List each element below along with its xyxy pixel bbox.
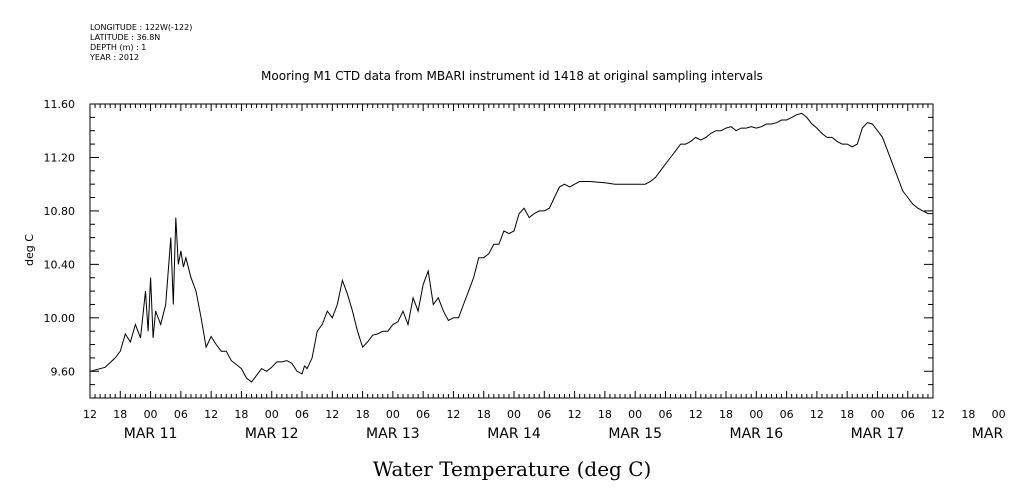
x-tick-label: 12 (931, 408, 945, 421)
x-axis-label: Water Temperature (deg C) (373, 457, 652, 481)
x-tick-label: 18 (598, 408, 612, 421)
y-tick-label: 10.80 (44, 205, 76, 218)
x-date-label: MAR 13 (366, 426, 420, 442)
depth-text: DEPTH (m) : 1 (90, 43, 146, 52)
x-tick-label: 12 (83, 408, 97, 421)
x-tick-label: 00 (749, 408, 763, 421)
x-tick-label: 12 (568, 408, 582, 421)
x-tick-label: 00 (628, 408, 642, 421)
x-date-label: MAR 16 (729, 426, 783, 442)
y-tick-label: 9.60 (51, 365, 76, 378)
y-tick-label: 11.60 (44, 98, 76, 111)
x-tick-label: 06 (658, 408, 672, 421)
y-tick-label: 11.20 (44, 151, 76, 164)
longitude-text: LONGITUDE : 122W(-122) (90, 23, 192, 32)
chart-title: Mooring M1 CTD data from MBARI instrumen… (261, 69, 763, 83)
x-axis: 12 18 00 06 12 18 00 06 12 18 00 06 12 18 00 06 12 18 00 06… (83, 104, 1009, 442)
y-tick-label: 10.00 (44, 312, 76, 325)
x-tick-label: 00 (507, 408, 521, 421)
x-tick-label: 00 (265, 408, 279, 421)
x-tick-label: 12 (446, 408, 460, 421)
x-tick-label: 00 (870, 408, 884, 421)
x-tick-label: 12 (204, 408, 218, 421)
x-tick-label: 18 (234, 408, 248, 421)
latitude-text: LATITUDE : 36.8N (90, 33, 160, 42)
x-tick-label: 00 (992, 408, 1006, 421)
x-tick-label: 12 (325, 408, 339, 421)
y-axis-label: deg C (23, 234, 36, 266)
x-date-label: MAR 15 (608, 426, 662, 442)
x-date-label: MAR 17 (851, 426, 905, 442)
x-tick-label: 18 (719, 408, 733, 421)
metadata-block: LONGITUDE : 122W(-122) LATITUDE : 36.8N … (89, 23, 192, 62)
x-tick-label: 18 (961, 408, 975, 421)
x-tick-label: 06 (537, 408, 551, 421)
year-text: YEAR : 2012 (89, 53, 139, 62)
y-tick-label: 10.40 (44, 258, 76, 271)
x-date-label: MAR 18 (972, 426, 1009, 442)
x-tick-label: 06 (780, 408, 794, 421)
x-tick-label: 18 (356, 408, 370, 421)
x-tick-label: 18 (477, 408, 491, 421)
temperature-series-line (89, 112, 933, 383)
y-axis: 9.60 10.00 10.40 10.80 11.20 11.60 (44, 98, 933, 399)
x-tick-label: 12 (810, 408, 824, 421)
x-date-label: MAR 14 (487, 426, 541, 442)
x-tick-label: 00 (144, 408, 158, 421)
x-tick-label: 06 (901, 408, 915, 421)
x-tick-label: 06 (174, 408, 188, 421)
x-tick-label: 18 (840, 408, 854, 421)
plot-frame (89, 103, 934, 399)
x-tick-label: 12 (689, 408, 703, 421)
x-tick-label: 18 (113, 408, 127, 421)
x-tick-label: 00 (386, 408, 400, 421)
x-date-label: MAR 12 (245, 426, 299, 442)
x-tick-label: 06 (295, 408, 309, 421)
x-tick-label: 06 (416, 408, 430, 421)
x-date-label: MAR 11 (124, 426, 178, 442)
